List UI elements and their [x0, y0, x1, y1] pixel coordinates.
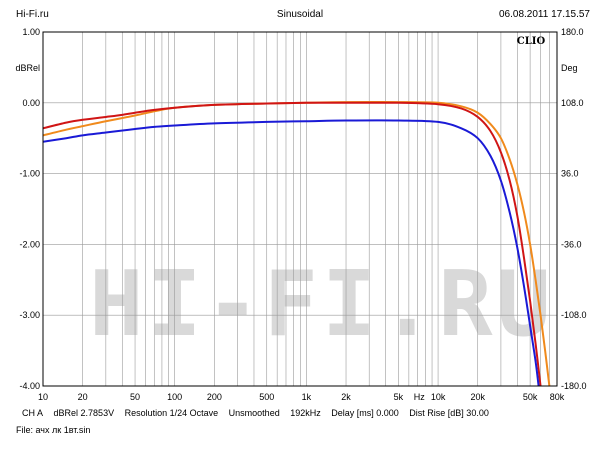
x-tick-label: 1k [302, 392, 312, 402]
y2-tick-label: -108.0 [561, 310, 587, 320]
x-tick-label: 500 [259, 392, 274, 402]
axis-labels: 10 20 50 100 200 500 1k 2k 5k 10k 20k 50k 80k Hz 1.00 0… [15, 27, 586, 402]
dist-rise-setting: Dist Rise [dB] 30.00 [409, 408, 489, 418]
y-axis-label: dBRel [15, 63, 40, 73]
x-tick-label: 100 [167, 392, 182, 402]
x-tick-label: 10 [38, 392, 48, 402]
y-tick-label: 0.00 [22, 98, 40, 108]
y-tick-label: -1.00 [19, 169, 40, 179]
y2-axis-label: Deg [561, 63, 578, 73]
y2-tick-label: 108.0 [561, 98, 584, 108]
clio-logo: CLIO [517, 36, 546, 47]
y2-tick-label: 36.0 [561, 169, 579, 179]
x-tick-label: 50 [130, 392, 140, 402]
site-name: Hi-Fi.ru [16, 9, 49, 20]
timestamp: 06.08.2011 17.15.57 [498, 9, 590, 20]
x-tick-label: 5k [394, 392, 404, 402]
reference-level: dBRel 2.7853V [53, 408, 115, 418]
x-tick-label: 20k [470, 392, 485, 402]
y-tick-label: 1.00 [22, 27, 40, 37]
measurement-mode: Sinusoidal [276, 9, 324, 20]
measurement-settings: CH A dBRel 2.7853V Resolution 1/24 Octav… [22, 408, 497, 419]
y2-tick-label: 180.0 [561, 27, 584, 37]
x-tick-label: 50k [523, 392, 538, 402]
smoothing-setting: Unsmoothed [228, 408, 280, 418]
y2-tick-label: -36.0 [561, 239, 582, 249]
channel-label: CH A [22, 408, 44, 418]
x-tick-label: 10k [431, 392, 446, 402]
y2-tick-label: -180.0 [561, 381, 587, 391]
y-tick-label: -3.00 [19, 310, 40, 320]
series-line [43, 119, 540, 386]
x-axis-label: Hz [414, 392, 425, 402]
series-group [43, 101, 551, 386]
x-tick-label: 20 [78, 392, 88, 402]
plot-frame [42, 31, 558, 387]
x-tick-label: 2k [341, 392, 351, 402]
watermark: HI-FI.RU [89, 252, 554, 357]
series-line [43, 101, 551, 386]
grid [43, 32, 557, 386]
resolution-setting: Resolution 1/24 Octave [124, 408, 219, 418]
y-tick-label: -4.00 [19, 381, 40, 391]
delay-setting: Delay [ms] 0.000 [331, 408, 399, 418]
series-line [43, 101, 542, 386]
file-name: File: ачх лк 1вт.sin [16, 425, 91, 435]
sample-rate: 192kHz [290, 408, 321, 418]
x-tick-label: 200 [207, 392, 222, 402]
y-tick-label: -2.00 [19, 239, 40, 249]
x-tick-label: 80k [550, 392, 565, 402]
